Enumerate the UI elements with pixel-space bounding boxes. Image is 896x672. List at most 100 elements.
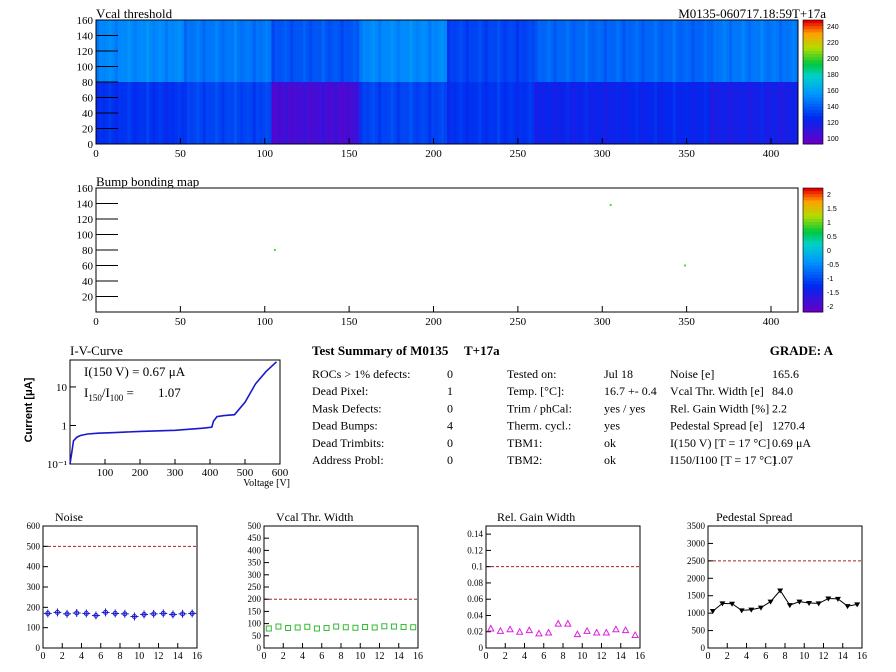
pixel-column (309, 20, 313, 82)
iv-y-tick-label: 1 (62, 420, 68, 432)
pixel-column (591, 82, 595, 144)
data-point (313, 625, 320, 632)
summary-value: 165.6 (772, 367, 799, 381)
x-tick-label: 16 (857, 651, 867, 662)
pixel-column (622, 20, 626, 82)
x-tick-label: 14 (394, 651, 404, 662)
pixel-column (566, 20, 570, 82)
x-tick-label: 400 (763, 316, 780, 328)
pixel-column (591, 20, 595, 82)
x-tick-label: 0 (484, 651, 489, 662)
grade: GRADE: A (770, 343, 834, 358)
palette-swatch (803, 38, 823, 43)
pixel-column (365, 82, 369, 144)
data-point (304, 623, 311, 630)
x-tick-label: 6 (541, 651, 546, 662)
iv-i150: I(150 V) = 0.67 μA (84, 364, 186, 379)
data-point (777, 588, 784, 594)
pixel-column (534, 82, 538, 144)
palette-label: -0.5 (827, 262, 839, 269)
pixel-column (271, 82, 275, 144)
pixel-column (296, 20, 300, 82)
palette-swatch (803, 131, 823, 136)
y-tick-label: 0.14 (467, 529, 483, 539)
pixel-column (177, 20, 181, 82)
palette-swatch (803, 246, 823, 251)
palette-swatch (803, 97, 823, 102)
pixel-column (785, 20, 789, 82)
pixel-column (609, 82, 614, 144)
palette-swatch (803, 299, 823, 304)
y-tick-label: 3500 (687, 521, 706, 531)
data-point (573, 630, 582, 638)
data-marker (131, 613, 137, 619)
pixel-column (252, 20, 256, 82)
pixel-column (421, 20, 426, 82)
y-tick-label: 250 (248, 582, 262, 592)
pixel-column (371, 82, 375, 144)
pixel-column (660, 20, 664, 82)
pixel-column (428, 82, 432, 144)
pixel-column (121, 20, 125, 82)
data-point (352, 624, 359, 631)
pixel-column (503, 82, 507, 144)
summary-value: 0.69 μA (772, 436, 811, 450)
data-point (834, 596, 841, 602)
palette-swatch (803, 231, 823, 235)
data-point (612, 625, 620, 633)
pixel-column (340, 20, 344, 82)
pixel-column (572, 82, 576, 144)
x-tick-label: 8 (339, 651, 344, 662)
data-point (390, 623, 397, 630)
pixel-column (528, 20, 532, 82)
pixel-column (434, 82, 438, 144)
pixel-column (321, 20, 325, 82)
palette-frame (802, 19, 824, 145)
pixel-column (352, 82, 357, 144)
y-tick-label: 160 (77, 15, 94, 27)
pixel-column (515, 82, 520, 144)
palette-swatch (803, 191, 823, 195)
summary-value: 0 (447, 367, 453, 381)
y-tick-label: 0.08 (467, 578, 483, 588)
dead-bump-point (683, 264, 686, 267)
data-point (729, 601, 736, 607)
pixel-column (772, 82, 777, 144)
pixel-column (603, 82, 607, 144)
pixel-column (760, 20, 764, 82)
iv-ratio-value: 1.07 (158, 385, 181, 400)
iv-x-tick-label: 100 (97, 467, 114, 479)
data-point (786, 603, 793, 609)
pixel-column (365, 20, 369, 82)
summary-label: Address Probl: (312, 453, 384, 467)
x-tick-label: 14 (616, 651, 626, 662)
palette-swatch (803, 75, 823, 80)
x-tick-label: 400 (763, 148, 780, 160)
pixel-column (729, 82, 733, 144)
pixel-column (791, 82, 795, 144)
pixel-column (703, 82, 708, 144)
summary-label: Pedestal Spread [e] (670, 419, 763, 433)
x-tick-label: 12 (819, 651, 829, 662)
pixel-column (133, 82, 137, 144)
pixel-column (258, 20, 263, 82)
pixel-column (785, 82, 789, 144)
pixel-column (729, 20, 733, 82)
pixel-column (597, 82, 601, 144)
pixel-column (490, 20, 495, 82)
pixel-column (559, 20, 563, 82)
pixel-column (359, 82, 363, 144)
summary-value: 0 (447, 453, 453, 467)
vcal-threshold-map: 0 50 100 150 200 250 300 350 400 0 20 40 60 80 100 120 1… (77, 15, 839, 160)
palette-swatch (803, 66, 823, 71)
palette-swatch (803, 194, 823, 198)
palette-swatch (803, 57, 823, 61)
palette-label: 0.5 (827, 234, 837, 241)
palette-swatch (803, 290, 823, 294)
pixel-column (221, 20, 225, 82)
pixel-column (390, 20, 394, 82)
data-point (275, 623, 282, 630)
palette-swatch (803, 305, 823, 310)
pixel-column (453, 82, 457, 144)
